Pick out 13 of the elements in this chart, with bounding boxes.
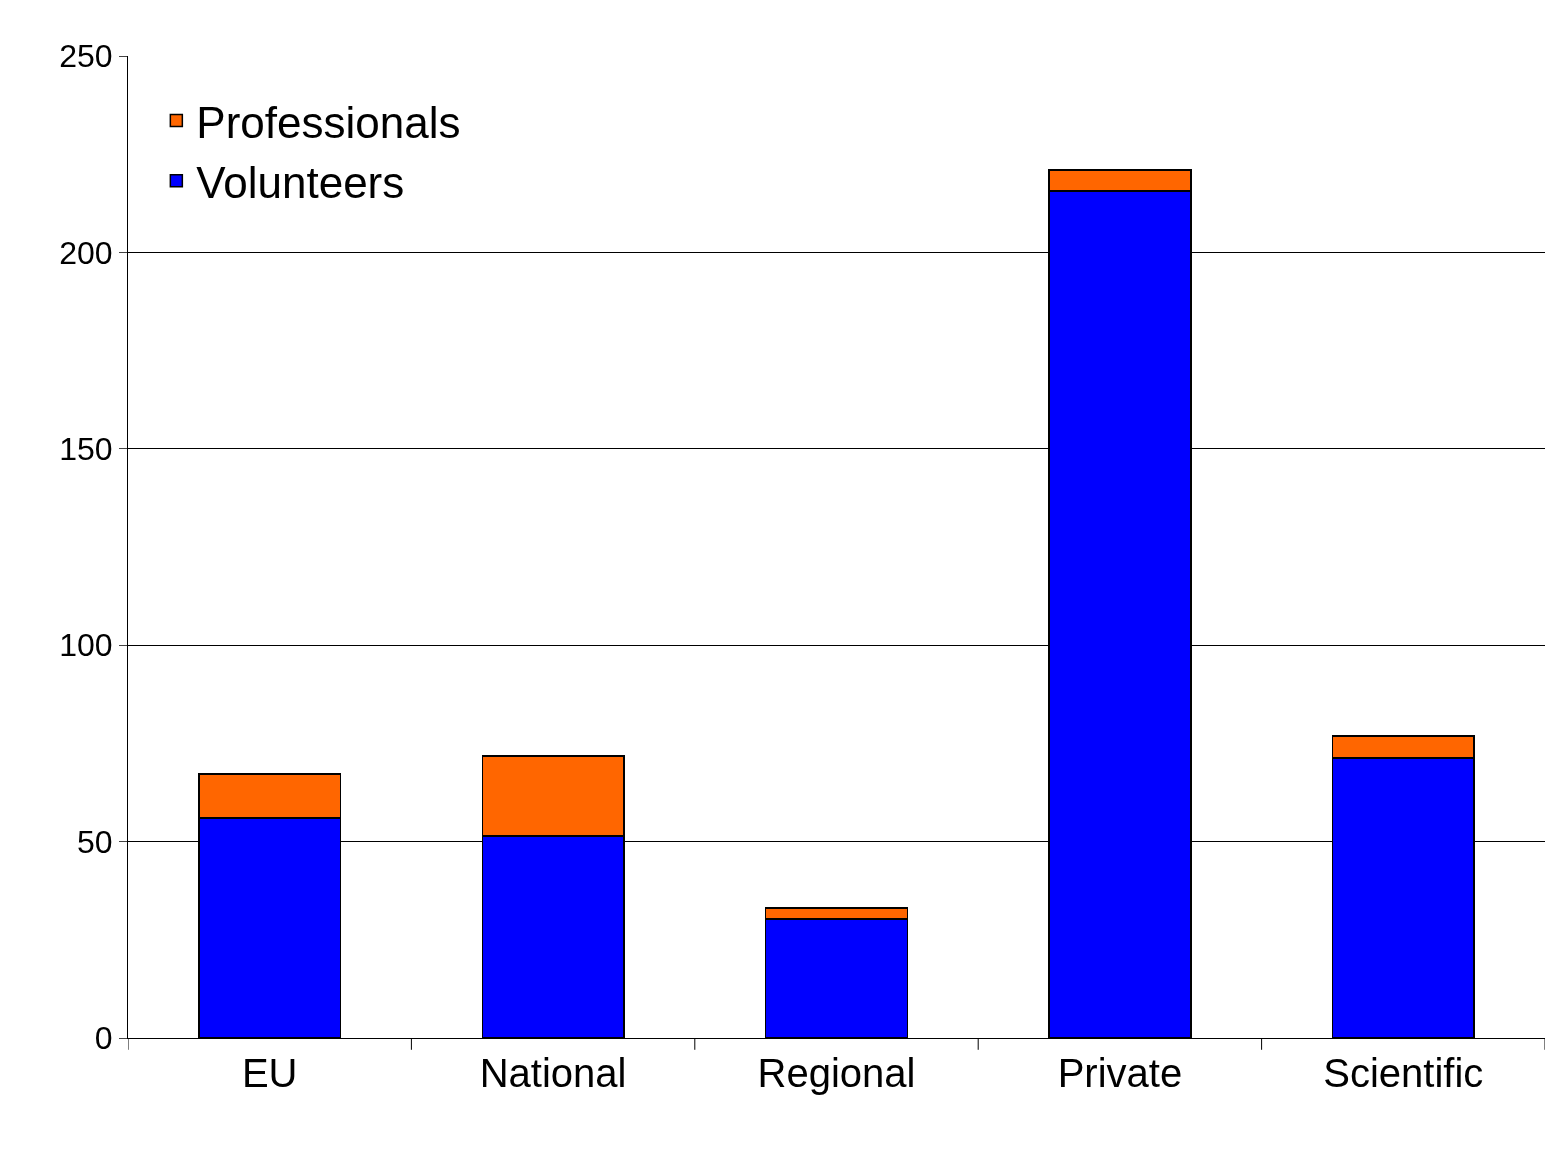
y-tick-label: 150: [59, 431, 113, 467]
y-tick-label: 100: [59, 627, 113, 664]
y-tick-label: 200: [59, 234, 113, 271]
legend-label: Volunteers: [196, 157, 405, 207]
legend-label: Professionals: [196, 97, 461, 147]
x-tick-label: Regional: [757, 1051, 916, 1095]
y-tick-label: 0: [94, 1020, 113, 1057]
y-tick-label: 50: [77, 823, 113, 860]
x-tick-label: EU: [241, 1051, 298, 1095]
x-tick-label: Private: [1057, 1051, 1183, 1095]
x-tick-label: Scientific: [1323, 1051, 1484, 1095]
x-tick-label: National: [479, 1051, 627, 1095]
y-tick-label: 250: [59, 38, 113, 75]
